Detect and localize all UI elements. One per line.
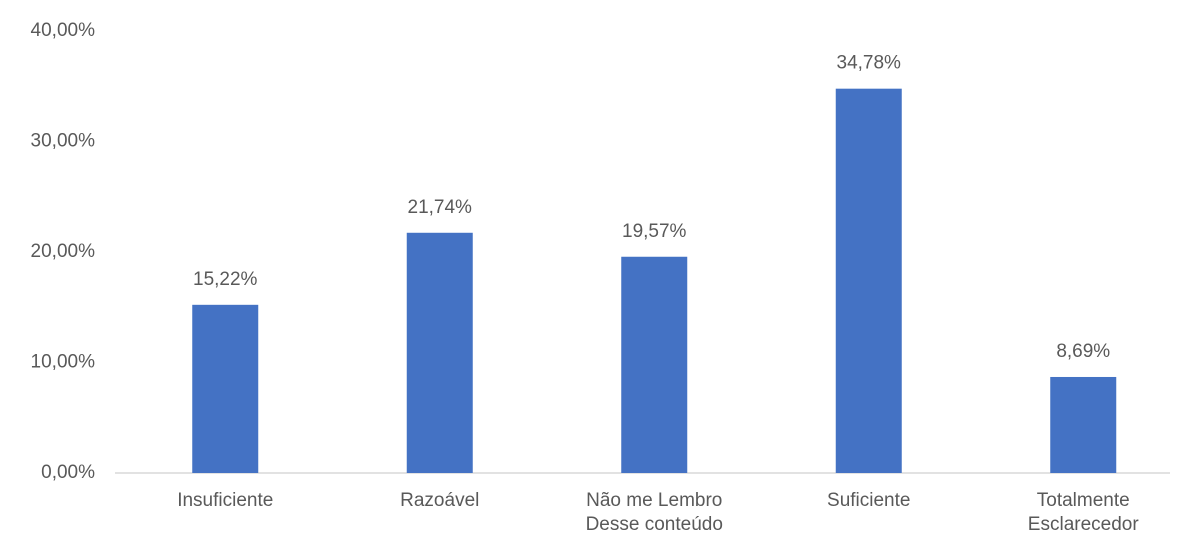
bar — [406, 232, 473, 473]
x-tick-label: Totalmente Esclarecedor — [1027, 490, 1139, 535]
y-tick-label: 0,00% — [41, 462, 95, 483]
y-tick-label: 10,00% — [31, 352, 96, 373]
data-label: 21,74% — [408, 197, 473, 218]
data-label: 19,57% — [622, 221, 687, 242]
data-label: 34,78% — [837, 53, 902, 74]
x-tick-label: Razoável — [400, 490, 480, 511]
data-label: 8,69% — [1056, 341, 1110, 362]
y-tick-label: 20,00% — [31, 241, 96, 262]
bar — [192, 304, 259, 473]
data-label: 15,22% — [193, 269, 258, 290]
bar — [621, 256, 688, 473]
y-tick-label: 30,00% — [31, 131, 96, 152]
bar — [835, 88, 902, 473]
x-tick-label: Não me Lembro Desse conteúdo — [585, 490, 723, 535]
y-tick-label: 40,00% — [31, 20, 96, 41]
x-tick-label: Suficiente — [827, 490, 911, 511]
bar — [1050, 376, 1117, 473]
x-tick-label: Insuficiente — [177, 490, 274, 511]
